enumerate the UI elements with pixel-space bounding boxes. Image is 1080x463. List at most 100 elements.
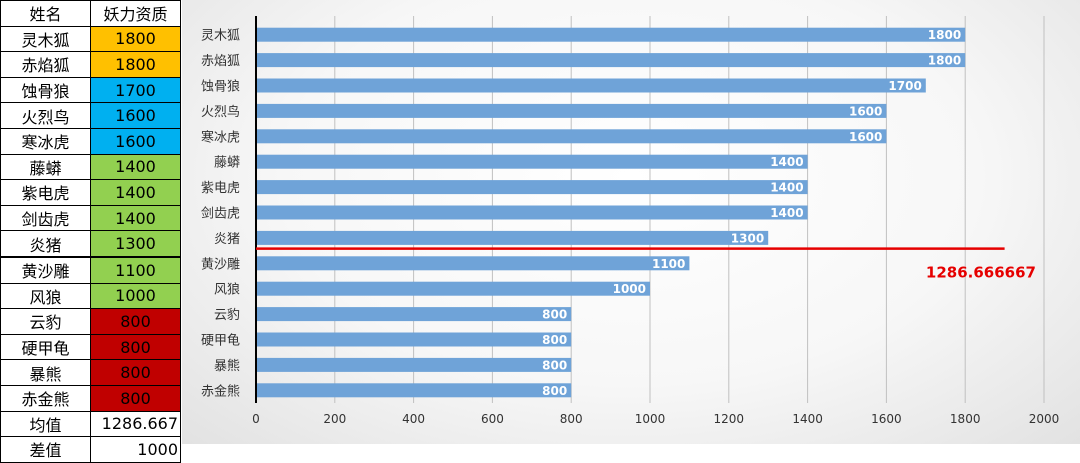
table-row: 暴熊 800 bbox=[0, 359, 181, 386]
x-tick-label: 400 bbox=[402, 412, 425, 426]
table-row: 硬甲龟 800 bbox=[0, 333, 181, 361]
row-name-cell: 赤金熊 bbox=[0, 384, 91, 412]
row-value-cell: 1800 bbox=[90, 25, 181, 53]
row-value-cell: 1600 bbox=[90, 127, 181, 155]
table-row: 炎猪 1300 bbox=[0, 230, 181, 258]
bar bbox=[257, 103, 887, 118]
data-table: 姓名 妖力资质 灵木狐 1800 赤焰狐 1800 蚀骨狼 1700 火烈鸟 1600 寒冰虎 1… bbox=[0, 0, 181, 463]
category-label: 紫电虎 bbox=[201, 181, 240, 196]
bar bbox=[257, 205, 808, 220]
row-name-cell: 赤焰狐 bbox=[0, 51, 91, 78]
bar-chart: 0 200 400 600 800 1000 1200 1400 1600 1800 2000 180… bbox=[201, 16, 1060, 426]
x-tick-label: 1400 bbox=[792, 412, 823, 426]
stat-row: 均值 1286.667 bbox=[0, 410, 181, 438]
bar-value-label: 1800 bbox=[928, 28, 961, 42]
row-value-cell: 800 bbox=[90, 308, 181, 335]
row-value-cell: 1000 bbox=[90, 282, 181, 310]
row-name-cell: 藤蟒 bbox=[0, 153, 91, 181]
table-row: 风狼 1000 bbox=[0, 282, 181, 310]
bar bbox=[257, 230, 769, 245]
category-label: 黄沙雕 bbox=[201, 257, 240, 272]
bar-value-label: 1300 bbox=[731, 231, 764, 245]
bar-value-label: 1400 bbox=[770, 155, 803, 169]
bar bbox=[257, 180, 808, 195]
row-name-cell: 火烈鸟 bbox=[0, 102, 91, 129]
row-name-cell: 硬甲龟 bbox=[0, 333, 91, 361]
row-name-cell: 紫电虎 bbox=[0, 179, 91, 206]
bar-value-label: 800 bbox=[542, 333, 567, 347]
bar-value-label: 1400 bbox=[770, 181, 803, 195]
bar bbox=[257, 332, 572, 347]
category-label: 火烈鸟 bbox=[201, 104, 240, 120]
table-row: 云豹 800 bbox=[0, 308, 181, 335]
bar bbox=[257, 53, 966, 68]
row-value-cell: 800 bbox=[90, 384, 181, 412]
row-name-cell: 剑齿虎 bbox=[0, 204, 91, 232]
bar-value-label: 1800 bbox=[928, 54, 961, 68]
chart-area: 0 200 400 600 800 1000 1200 1400 1600 1800 2000 180… bbox=[182, 0, 1080, 444]
category-label: 赤焰狐 bbox=[201, 54, 240, 69]
x-tick-label: 1200 bbox=[714, 412, 745, 426]
stat-value: 1000 bbox=[90, 436, 181, 463]
bar-value-label: 1000 bbox=[613, 282, 646, 296]
bar-value-label: 800 bbox=[542, 308, 567, 322]
table-row: 剑齿虎 1400 bbox=[0, 204, 181, 232]
x-tick-label: 1600 bbox=[871, 412, 902, 426]
bar bbox=[257, 307, 572, 322]
bar-value-label: 1100 bbox=[652, 257, 685, 271]
table-body: 灵木狐 1800 赤焰狐 1800 蚀骨狼 1700 火烈鸟 1600 寒冰虎 1600 藤蟒 140… bbox=[0, 25, 181, 463]
mean-label: 1286.666667 bbox=[926, 264, 1036, 282]
row-name-cell: 寒冰虎 bbox=[0, 127, 91, 155]
bar bbox=[257, 281, 650, 296]
x-tick-label: 1000 bbox=[635, 412, 666, 426]
x-tick-label: 1800 bbox=[950, 412, 981, 426]
row-name-cell: 黄沙雕 bbox=[0, 256, 91, 284]
header-value: 妖力资质 bbox=[90, 0, 181, 27]
row-value-cell: 800 bbox=[90, 359, 181, 386]
bar bbox=[257, 154, 808, 169]
row-value-cell: 1400 bbox=[90, 204, 181, 232]
bar bbox=[257, 357, 572, 372]
row-value-cell: 1800 bbox=[90, 51, 181, 78]
row-name-cell: 蚀骨狼 bbox=[0, 76, 91, 104]
category-label: 灵木狐 bbox=[201, 29, 240, 44]
row-value-cell: 1300 bbox=[90, 230, 181, 258]
row-value-cell: 1400 bbox=[90, 179, 181, 206]
category-label: 云豹 bbox=[214, 308, 240, 323]
bar-value-label: 800 bbox=[542, 358, 567, 372]
row-value-cell: 1100 bbox=[90, 256, 181, 284]
row-name-cell: 炎猪 bbox=[0, 230, 91, 258]
row-value-cell: 1400 bbox=[90, 153, 181, 181]
table-row: 火烈鸟 1600 bbox=[0, 102, 181, 129]
stat-value: 1286.667 bbox=[90, 410, 181, 438]
category-label: 赤金熊 bbox=[201, 383, 240, 399]
row-value-cell: 800 bbox=[90, 333, 181, 361]
row-name-cell: 云豹 bbox=[0, 308, 91, 335]
bar bbox=[257, 27, 966, 42]
x-tick-label: 2000 bbox=[1029, 412, 1060, 426]
bar-value-label: 1600 bbox=[849, 130, 882, 144]
stat-row: 差值 1000 bbox=[0, 436, 181, 463]
table-row: 寒冰虎 1600 bbox=[0, 127, 181, 155]
bar-value-label: 1600 bbox=[849, 104, 882, 118]
category-label: 风狼 bbox=[214, 283, 240, 298]
category-label: 寒冰虎 bbox=[201, 129, 240, 145]
table-row: 藤蟒 1400 bbox=[0, 153, 181, 181]
bar bbox=[257, 383, 572, 398]
table-row: 蚀骨狼 1700 bbox=[0, 76, 181, 104]
table-row: 赤焰狐 1800 bbox=[0, 51, 181, 78]
x-tick-label: 0 bbox=[252, 412, 260, 426]
header-name: 姓名 bbox=[0, 0, 91, 27]
category-label: 炎猪 bbox=[214, 232, 240, 247]
row-value-cell: 1600 bbox=[90, 102, 181, 129]
category-label: 藤蟒 bbox=[214, 156, 240, 171]
table-header-row: 姓名 妖力资质 bbox=[0, 0, 181, 27]
category-label: 硬甲龟 bbox=[201, 334, 240, 349]
stat-label: 差值 bbox=[0, 436, 91, 463]
table-row: 灵木狐 1800 bbox=[0, 25, 181, 53]
bar bbox=[257, 129, 887, 144]
row-name-cell: 暴熊 bbox=[0, 359, 91, 386]
bar bbox=[257, 78, 926, 93]
bar bbox=[257, 256, 690, 271]
bar-value-label: 1400 bbox=[770, 206, 803, 220]
